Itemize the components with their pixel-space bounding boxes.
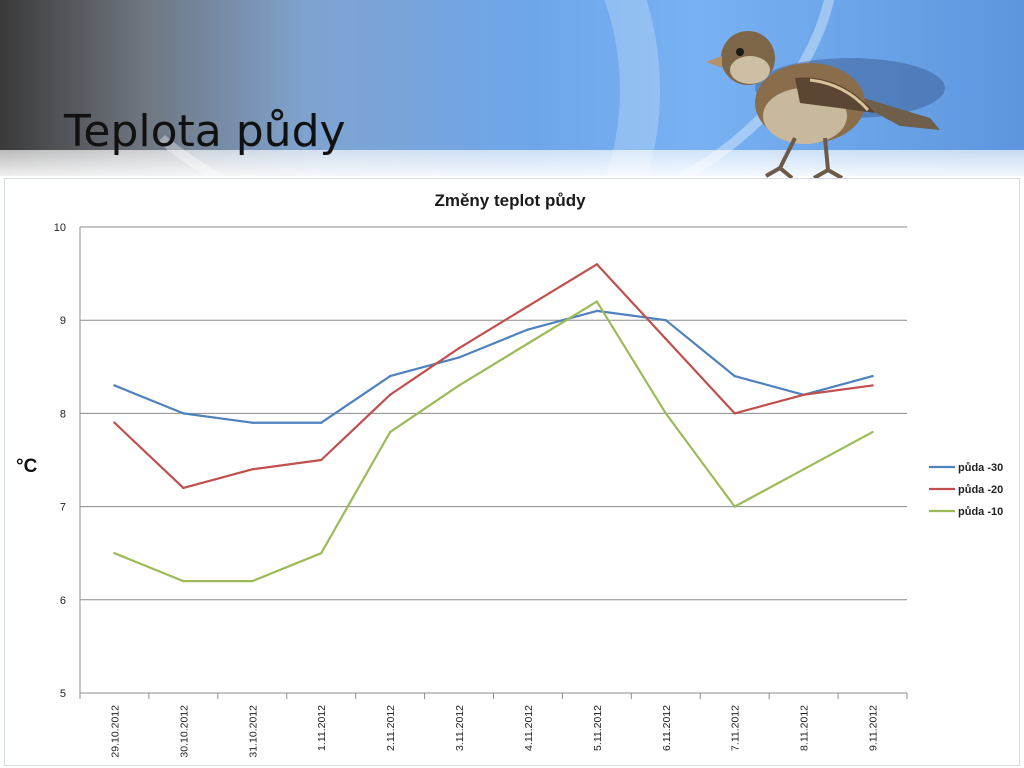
- grid-layer: [80, 226, 907, 694]
- data-point: [526, 328, 530, 331]
- x-tick-label: 8.11.2012: [799, 705, 811, 751]
- series-line: [113, 263, 873, 490]
- sparrow-icon: [706, 31, 945, 180]
- slide-title: Teplota půdy: [64, 106, 346, 157]
- chart-frame: [4, 178, 1020, 766]
- data-point: [251, 579, 254, 583]
- data-point: [251, 421, 254, 424]
- legend: půda -30 půda -20 půda -10: [929, 462, 1003, 518]
- data-point: [182, 486, 185, 490]
- data-point: [113, 421, 116, 424]
- data-point: [457, 346, 461, 350]
- legend-label: půda -10: [958, 506, 1003, 518]
- x-tick-label: 9.11.2012: [868, 705, 880, 751]
- data-point: [388, 374, 392, 378]
- data-point: [802, 393, 805, 396]
- x-tick-label: 1.11.2012: [316, 705, 328, 751]
- banner-stripe: [0, 150, 1024, 176]
- data-point: [733, 412, 736, 415]
- y-axis-label: °C: [16, 456, 38, 477]
- y-tick-label: 10: [54, 222, 66, 234]
- y-tick-label: 5: [60, 688, 66, 700]
- legend-label: půda -30: [958, 462, 1003, 474]
- data-point: [664, 319, 667, 322]
- data-point: [595, 263, 599, 266]
- data-point: [664, 412, 667, 415]
- y-tick-label: 8: [60, 408, 66, 420]
- data-point: [388, 393, 392, 396]
- data-point: [113, 552, 116, 555]
- data-point: [457, 384, 461, 387]
- data-point: [388, 430, 392, 434]
- data-point: [733, 505, 736, 508]
- legend-label: půda -20: [958, 484, 1003, 496]
- x-tick-label: 5.11.2012: [592, 705, 604, 751]
- x-tick-label: 31.10.2012: [247, 705, 259, 758]
- data-point: [802, 468, 805, 471]
- data-point: [182, 412, 185, 415]
- x-tick-label: 29.10.2012: [109, 705, 121, 758]
- data-point: [182, 579, 185, 583]
- axis-layer: 5 6 7 8 9 10 29.10.2012 30.10.2012 31.10.2012 1.1…: [54, 222, 908, 758]
- x-tick-label: 7.11.2012: [730, 705, 742, 751]
- data-point: [320, 552, 323, 555]
- x-tick-label: 3.11.2012: [454, 705, 466, 751]
- data-point: [871, 384, 874, 387]
- data-point: [113, 384, 116, 387]
- data-point: [457, 356, 461, 359]
- series-line: [114, 300, 874, 583]
- data-point: [871, 430, 874, 434]
- data-point: [595, 309, 599, 313]
- y-tick-label: 6: [60, 595, 66, 607]
- x-tick-label: 2.11.2012: [385, 705, 397, 751]
- data-point: [526, 342, 530, 345]
- data-point: [664, 337, 667, 341]
- data-point: [871, 374, 874, 378]
- x-tick-label: 30.10.2012: [178, 705, 190, 758]
- data-point: [595, 300, 599, 303]
- series-line: [114, 309, 873, 424]
- series-layer: [113, 263, 874, 583]
- data-point: [320, 421, 323, 424]
- data-point: [733, 374, 736, 378]
- y-tick-label: 9: [60, 315, 66, 327]
- y-tick-label: 7: [60, 502, 66, 514]
- data-point: [526, 305, 530, 308]
- chart-title: Změny teplot půdy: [434, 191, 586, 210]
- data-point: [320, 458, 323, 462]
- x-tick-label: 6.11.2012: [661, 705, 673, 751]
- x-tick-label: 4.11.2012: [523, 705, 535, 751]
- data-point: [251, 468, 254, 471]
